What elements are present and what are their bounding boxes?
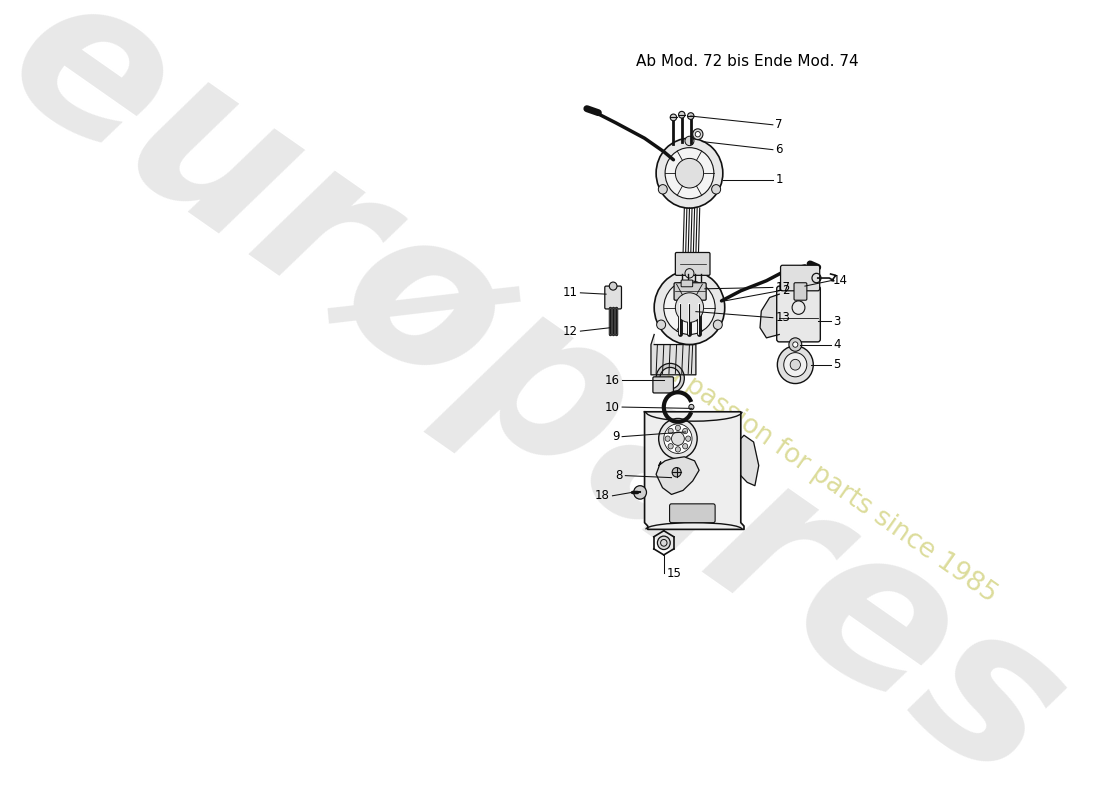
Text: 10: 10 bbox=[605, 401, 619, 414]
Circle shape bbox=[675, 446, 681, 452]
Circle shape bbox=[658, 185, 668, 194]
Polygon shape bbox=[656, 457, 700, 494]
FancyBboxPatch shape bbox=[781, 266, 820, 290]
Circle shape bbox=[658, 536, 670, 550]
Circle shape bbox=[668, 443, 673, 449]
Circle shape bbox=[789, 338, 802, 351]
Circle shape bbox=[685, 436, 691, 442]
Circle shape bbox=[683, 443, 688, 449]
Circle shape bbox=[666, 148, 714, 198]
Circle shape bbox=[668, 428, 673, 434]
Circle shape bbox=[713, 320, 723, 330]
Text: 4: 4 bbox=[833, 338, 840, 351]
Text: 1: 1 bbox=[776, 174, 783, 186]
Circle shape bbox=[683, 428, 688, 434]
Text: 7: 7 bbox=[776, 118, 783, 131]
Circle shape bbox=[659, 418, 697, 459]
FancyBboxPatch shape bbox=[777, 286, 821, 342]
Text: 15: 15 bbox=[667, 566, 681, 579]
Text: 6: 6 bbox=[776, 143, 783, 156]
Circle shape bbox=[712, 185, 720, 194]
Circle shape bbox=[689, 404, 694, 410]
Polygon shape bbox=[740, 435, 759, 486]
FancyBboxPatch shape bbox=[653, 377, 673, 393]
Circle shape bbox=[672, 467, 681, 477]
Text: 13: 13 bbox=[776, 311, 790, 324]
Polygon shape bbox=[760, 294, 779, 338]
Circle shape bbox=[675, 426, 681, 430]
Text: 12: 12 bbox=[563, 325, 578, 338]
Circle shape bbox=[693, 129, 703, 139]
Text: 8: 8 bbox=[615, 469, 623, 482]
Polygon shape bbox=[651, 334, 696, 375]
Circle shape bbox=[663, 281, 715, 334]
Circle shape bbox=[679, 111, 685, 118]
FancyBboxPatch shape bbox=[605, 286, 621, 309]
Polygon shape bbox=[645, 412, 744, 530]
Text: 9: 9 bbox=[612, 430, 619, 443]
Text: 18: 18 bbox=[595, 490, 609, 502]
Text: a passion for parts since 1985: a passion for parts since 1985 bbox=[660, 358, 1001, 607]
Circle shape bbox=[778, 346, 813, 383]
FancyBboxPatch shape bbox=[674, 282, 706, 300]
Circle shape bbox=[634, 486, 647, 499]
Circle shape bbox=[790, 359, 801, 370]
Text: 17: 17 bbox=[776, 281, 791, 294]
Wedge shape bbox=[656, 363, 684, 393]
Text: 14: 14 bbox=[833, 274, 848, 287]
Circle shape bbox=[657, 320, 665, 330]
Circle shape bbox=[793, 342, 798, 347]
Circle shape bbox=[670, 114, 676, 121]
Circle shape bbox=[609, 282, 617, 290]
FancyBboxPatch shape bbox=[675, 253, 710, 275]
Circle shape bbox=[666, 436, 670, 442]
Text: 3: 3 bbox=[833, 314, 840, 327]
Text: 11: 11 bbox=[563, 286, 578, 299]
Circle shape bbox=[695, 131, 701, 137]
FancyBboxPatch shape bbox=[794, 282, 807, 300]
Circle shape bbox=[675, 293, 704, 322]
FancyBboxPatch shape bbox=[681, 280, 693, 286]
Text: 2: 2 bbox=[782, 284, 790, 298]
FancyBboxPatch shape bbox=[670, 504, 715, 522]
Text: 5: 5 bbox=[833, 358, 840, 371]
Circle shape bbox=[654, 270, 725, 345]
Circle shape bbox=[656, 138, 723, 208]
Circle shape bbox=[688, 113, 694, 119]
Text: Ab Mod. 72 bis Ende Mod. 74: Ab Mod. 72 bis Ende Mod. 74 bbox=[636, 54, 858, 69]
Text: 16: 16 bbox=[605, 374, 619, 386]
Circle shape bbox=[671, 432, 684, 446]
Circle shape bbox=[663, 424, 692, 454]
Circle shape bbox=[685, 136, 694, 146]
Circle shape bbox=[784, 353, 807, 377]
Circle shape bbox=[685, 269, 694, 278]
Circle shape bbox=[675, 158, 704, 188]
